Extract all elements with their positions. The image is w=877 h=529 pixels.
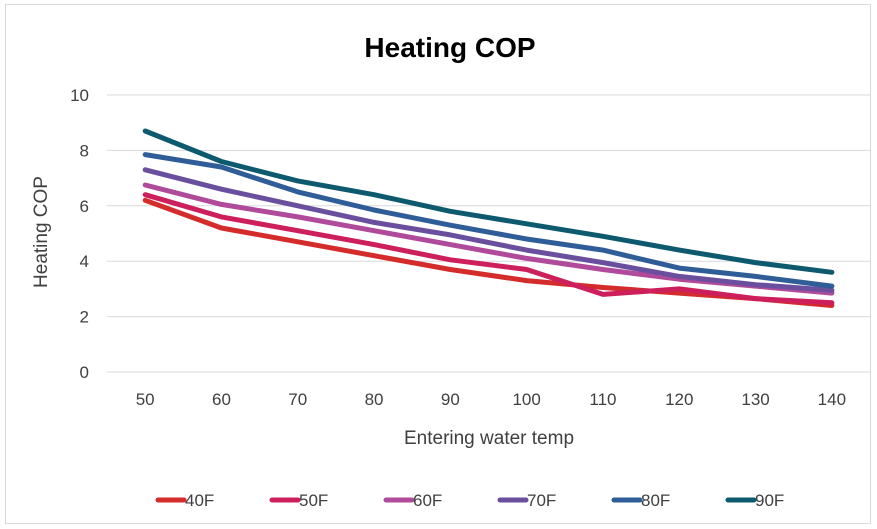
x-tick-label: 50 [136, 390, 155, 409]
x-tick-label: 100 [512, 390, 540, 409]
legend-label-70F: 70F [527, 491, 556, 510]
x-tick-label: 110 [589, 390, 616, 409]
y-tick-label: 4 [80, 252, 89, 271]
x-axis-ticks: 50 60 70 80 90 100 110 120 130 140 [136, 390, 846, 409]
series-lines [142, 128, 835, 308]
x-tick-label: 70 [288, 390, 307, 409]
y-tick-label: 6 [80, 197, 89, 216]
chart-title: Heating COP [364, 32, 535, 63]
x-tick-label: 60 [212, 390, 231, 409]
y-tick-label: 8 [80, 141, 89, 160]
legend-label-60F: 60F [413, 491, 442, 510]
series-line-70F [142, 167, 835, 293]
chart-frame [5, 4, 871, 524]
series-line-90F [142, 128, 835, 275]
x-tick-label: 80 [365, 390, 384, 409]
legend-label-50F: 50F [299, 491, 328, 510]
legend-label-80F: 80F [641, 491, 670, 510]
y-axis-ticks: 0 2 4 6 8 10 [70, 86, 89, 382]
gridlines [107, 94, 870, 373]
x-tick-label: 130 [741, 390, 769, 409]
legend: 40F 50F 60F 70F 80F 90F [155, 491, 784, 510]
series-line-80F [142, 152, 835, 289]
x-tick-label: 140 [818, 390, 846, 409]
x-tick-label: 120 [665, 390, 693, 409]
y-tick-label: 10 [70, 86, 89, 105]
legend-label-90F: 90F [755, 491, 784, 510]
x-axis-label: Entering water temp [404, 428, 574, 449]
y-tick-label: 2 [80, 308, 89, 327]
y-tick-label: 0 [80, 363, 89, 382]
x-tick-label: 90 [441, 390, 460, 409]
series-line-50F [142, 192, 835, 306]
y-axis-label: Heating COP [31, 176, 52, 288]
legend-label-40F: 40F [185, 491, 214, 510]
